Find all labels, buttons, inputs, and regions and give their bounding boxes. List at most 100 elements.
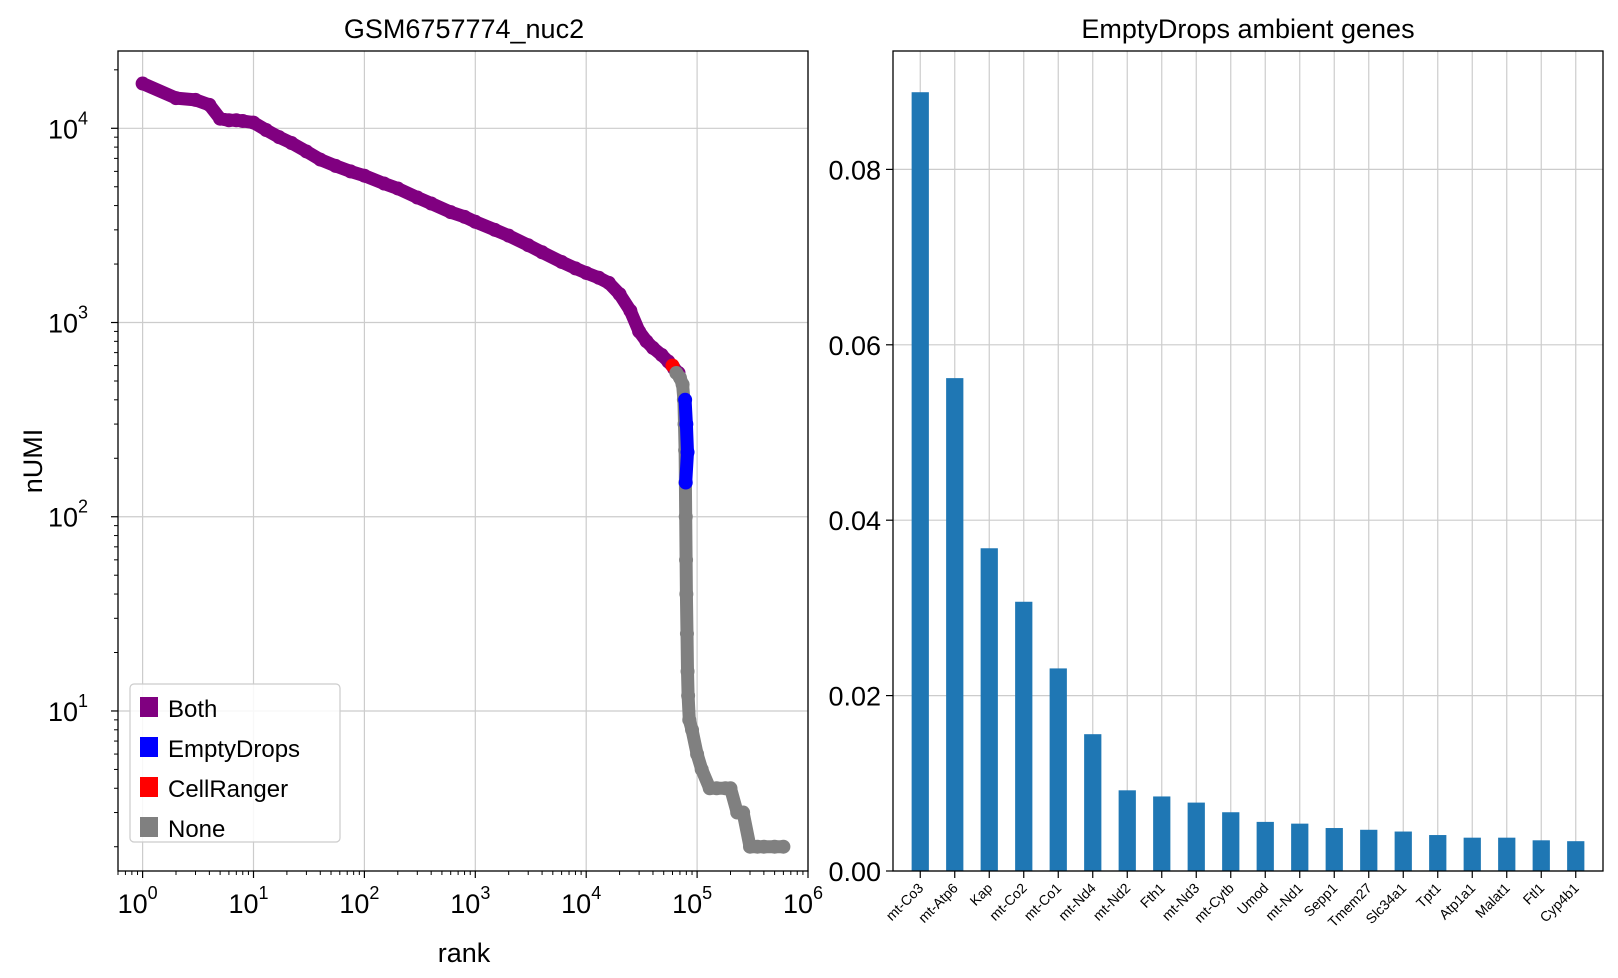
data-point-none <box>679 552 694 567</box>
data-point-none <box>685 722 700 737</box>
y-tick-label: 104 <box>48 108 88 144</box>
x-category-label: mt-Co1 <box>1021 880 1065 924</box>
data-point-both <box>168 91 183 106</box>
data-point-both <box>468 214 483 229</box>
data-point-both <box>357 168 372 183</box>
x-category-label: Cyp4b1 <box>1536 880 1582 926</box>
data-point-none <box>681 688 696 703</box>
series-both <box>135 76 686 380</box>
left-y-axis-label: nUMI <box>18 429 48 494</box>
data-point-both <box>235 114 250 129</box>
left-x-axis-label: rank <box>438 938 491 968</box>
data-point-both <box>376 176 391 191</box>
left-chart-title: GSM6757774_nuc2 <box>344 14 584 44</box>
legend-label: EmptyDrops <box>168 736 300 763</box>
y-tick-label: 0.04 <box>828 506 881 536</box>
right-bars <box>911 92 1585 872</box>
data-point-both <box>521 238 536 253</box>
data-point-none <box>680 664 695 679</box>
data-point-both <box>202 97 217 112</box>
data-point-none <box>756 839 771 854</box>
bar-ftl1 <box>1532 840 1550 871</box>
data-point-both <box>623 303 638 318</box>
legend-label: CellRanger <box>168 776 288 803</box>
data-point-both <box>299 144 314 159</box>
data-point-none <box>776 839 791 854</box>
legend-swatch <box>140 737 158 757</box>
bar-mt-co2 <box>1015 601 1033 871</box>
data-point-none <box>679 587 694 602</box>
x-category-label: Malat1 <box>1472 880 1513 921</box>
legend: Both EmptyDrops CellRanger None <box>129 683 341 843</box>
data-point-none <box>736 805 751 820</box>
y-tick-label: 0.08 <box>828 155 881 185</box>
data-point-emptydrops <box>679 417 694 432</box>
y-tick-label: 0.06 <box>828 331 881 361</box>
data-point-both <box>579 265 594 280</box>
bar-cyp4b1 <box>1567 841 1585 871</box>
data-point-both <box>135 76 150 91</box>
data-point-both <box>568 261 583 276</box>
bar-malat1 <box>1498 837 1516 871</box>
x-tick-label: 100 <box>118 883 158 919</box>
x-category-label: mt-Co2 <box>986 880 1030 924</box>
knee-plot-panel: GSM6757774_nuc2 100 101 102 103 104 105 106 101… <box>18 14 823 968</box>
bar-fth1 <box>1153 796 1171 871</box>
data-point-both <box>457 209 472 224</box>
bar-slc34a1 <box>1394 831 1412 871</box>
x-category-label: Ftl1 <box>1520 880 1548 908</box>
x-category-label: mt-Nd1 <box>1262 880 1306 924</box>
x-tick-label: 105 <box>672 883 712 919</box>
data-point-both <box>554 254 569 269</box>
right-chart-title: EmptyDrops ambient genes <box>1081 14 1414 44</box>
data-point-both <box>632 324 647 339</box>
x-tick-label: 104 <box>561 883 601 919</box>
bar-atp1a1 <box>1463 837 1481 871</box>
x-tick-label: 101 <box>228 883 268 919</box>
y-tick-label: 102 <box>48 497 88 533</box>
data-point-both <box>284 135 299 150</box>
data-point-both <box>443 205 458 220</box>
data-point-none <box>675 377 690 392</box>
x-category-label: Kap <box>966 880 995 909</box>
x-category-label: mt-Cytb <box>1191 880 1237 926</box>
data-point-emptydrops <box>680 445 695 460</box>
x-category-label: Atp1a1 <box>1436 880 1479 923</box>
bar-mt-atp6 <box>946 378 964 871</box>
right-grid <box>893 51 1603 872</box>
data-point-both <box>410 190 425 205</box>
data-point-both <box>188 92 203 107</box>
data-point-none <box>690 747 705 762</box>
y-tick-label: 103 <box>48 303 88 339</box>
series-trace-emptydrops <box>678 393 694 489</box>
data-point-both <box>487 222 502 237</box>
data-point-both <box>535 245 550 260</box>
data-point-both <box>424 196 439 211</box>
legend-swatch <box>140 817 158 837</box>
data-point-both <box>390 181 405 196</box>
legend-box <box>129 683 341 843</box>
left-data-points <box>135 76 791 854</box>
data-point-none <box>694 762 709 777</box>
data-point-none <box>678 509 693 524</box>
legend-label: Both <box>168 696 217 723</box>
data-point-both <box>343 164 358 179</box>
data-point-both <box>601 275 616 290</box>
series-trace-both <box>136 77 685 380</box>
bar-mt-co1 <box>1049 668 1067 871</box>
x-tick-label: 103 <box>450 883 490 919</box>
x-category-label: mt-Nd4 <box>1055 880 1099 924</box>
data-point-both <box>259 122 274 137</box>
x-tick-label: 106 <box>783 883 823 919</box>
bar-sepp1 <box>1325 828 1343 871</box>
bar-mt-nd1 <box>1291 823 1309 871</box>
data-point-both <box>328 158 343 173</box>
right-plot-frame <box>892 50 1604 872</box>
data-point-both <box>612 287 627 302</box>
bar-tmem27 <box>1360 829 1378 871</box>
legend-label: None <box>168 816 225 843</box>
y-tick-label: 0.02 <box>828 682 881 712</box>
bar-kap <box>980 548 998 871</box>
